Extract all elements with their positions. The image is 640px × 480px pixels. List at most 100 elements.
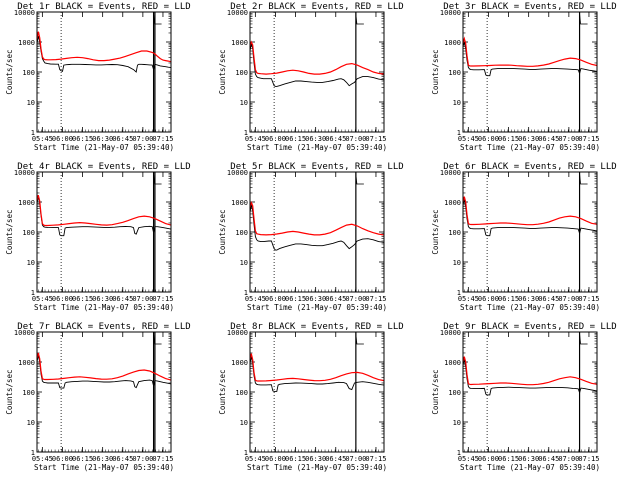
x-axis-label: Start Time (21-May-07 05:39:40)	[247, 303, 387, 312]
x-tick-label: 07:00	[345, 295, 366, 303]
plot-frame	[462, 11, 598, 133]
y-tick-label: 10	[453, 99, 461, 107]
x-tick-label: 06:30	[305, 295, 326, 303]
chart-title: Det 1r BLACK = Events, RED = LLD	[17, 2, 190, 12]
series-line-lld	[249, 353, 385, 382]
chart-panel-2: Det 2r BLACK = Events, RED = LLD 1 10 100 10…	[218, 2, 404, 152]
x-tick-label: 06:30	[92, 455, 113, 463]
y-tick-label: 100	[235, 389, 248, 397]
plot-frame	[462, 331, 598, 453]
x-tick-label: 05:45	[245, 135, 266, 143]
x-tick-label: 06:45	[325, 295, 346, 303]
series-line-events	[36, 196, 172, 237]
y-tick-label: 100	[22, 229, 35, 237]
y-axis-label: Counts/sec	[218, 369, 227, 414]
y-tick-label: 10000	[227, 169, 248, 177]
series-line-events	[249, 43, 385, 87]
x-tick-label: 06:45	[538, 135, 559, 143]
y-tick-label: 1000	[231, 199, 248, 207]
x-tick-label: 06:00	[478, 135, 499, 143]
chart-panel-7: Det 7r BLACK = Events, RED = LLD 1 10 100 10…	[5, 322, 191, 472]
marker-flag	[153, 13, 162, 25]
y-tick-label: 100	[22, 69, 35, 77]
x-tick-label: 06:00	[265, 295, 286, 303]
plot-frame	[36, 171, 172, 293]
chart-title: Det 5r BLACK = Events, RED = LLD	[230, 162, 403, 172]
x-tick-label: 06:30	[518, 295, 539, 303]
x-tick-label: 07:00	[345, 135, 366, 143]
x-tick-label: 06:00	[265, 135, 286, 143]
marker-flag	[153, 173, 162, 185]
y-tick-label: 10	[27, 419, 35, 427]
y-tick-label: 1000	[444, 359, 461, 367]
x-tick-label: 06:45	[538, 455, 559, 463]
x-tick-label: 06:15	[285, 455, 306, 463]
chart-title: Det 7r BLACK = Events, RED = LLD	[17, 322, 190, 332]
y-tick-label: 1	[457, 449, 461, 457]
x-tick-label: 06:30	[518, 135, 539, 143]
y-tick-label: 100	[448, 69, 461, 77]
series-line-events	[462, 199, 598, 237]
x-tick-label: 06:15	[498, 295, 519, 303]
y-tick-label: 1	[457, 289, 461, 297]
series-line-events	[36, 355, 172, 389]
y-tick-label: 10000	[14, 329, 35, 337]
x-axis-label: Start Time (21-May-07 05:39:40)	[34, 463, 174, 472]
series-line-lld	[462, 196, 598, 226]
y-tick-label: 1000	[18, 39, 35, 47]
y-tick-label: 10	[453, 419, 461, 427]
x-tick-label: 06:00	[478, 455, 499, 463]
series-line-lld	[36, 352, 172, 381]
x-tick-label: 07:15	[152, 295, 173, 303]
x-tick-label: 07:00	[345, 455, 366, 463]
chart-panel-9: Det 9r BLACK = Events, RED = LLD 1 10 100 10…	[431, 322, 617, 472]
plot-frame	[36, 11, 172, 133]
series-line-lld	[249, 40, 385, 75]
x-tick-label: 06:30	[305, 135, 326, 143]
x-tick-label: 05:45	[458, 455, 479, 463]
x-tick-label: 06:45	[112, 295, 133, 303]
x-axis-label: Start Time (21-May-07 05:39:40)	[460, 303, 600, 312]
y-tick-label: 1000	[231, 39, 248, 47]
chart-title: Det 2r BLACK = Events, RED = LLD	[230, 2, 403, 12]
y-axis-label: Counts/sec	[431, 369, 440, 414]
x-tick-label: 06:45	[538, 295, 559, 303]
x-axis-label: Start Time (21-May-07 05:39:40)	[34, 143, 174, 152]
y-tick-label: 1	[31, 289, 35, 297]
y-tick-label: 10000	[440, 169, 461, 177]
y-tick-label: 1	[31, 129, 35, 137]
y-tick-label: 1	[457, 129, 461, 137]
plot-frame	[462, 171, 598, 293]
series-line-lld	[462, 36, 598, 67]
y-axis-label: Counts/sec	[431, 209, 440, 254]
x-tick-label: 07:15	[365, 295, 386, 303]
y-axis-label: Counts/sec	[5, 209, 14, 254]
y-tick-label: 1	[244, 129, 248, 137]
chart-panel-8: Det 8r BLACK = Events, RED = LLD 1 10 100 10…	[218, 322, 404, 472]
y-tick-label: 100	[235, 69, 248, 77]
x-tick-label: 05:45	[32, 455, 53, 463]
x-tick-label: 06:45	[325, 455, 346, 463]
x-axis-label: Start Time (21-May-07 05:39:40)	[460, 463, 600, 472]
x-tick-label: 06:15	[498, 455, 519, 463]
x-tick-label: 06:15	[285, 295, 306, 303]
plot-frame	[36, 331, 172, 453]
x-tick-label: 06:45	[112, 135, 133, 143]
y-tick-label: 100	[22, 389, 35, 397]
x-tick-label: 06:30	[92, 295, 113, 303]
x-axis-label: Start Time (21-May-07 05:39:40)	[460, 143, 600, 152]
x-tick-label: 07:15	[578, 135, 599, 143]
y-tick-label: 1	[244, 449, 248, 457]
series-line-lld	[36, 31, 172, 63]
y-tick-label: 10000	[14, 9, 35, 17]
y-tick-label: 1000	[18, 199, 35, 207]
marker-flag	[355, 173, 364, 185]
series-line-events	[249, 356, 385, 392]
y-axis-label: Counts/sec	[431, 49, 440, 94]
y-tick-label: 1	[31, 449, 35, 457]
x-tick-label: 06:30	[92, 135, 113, 143]
marker-flag	[579, 13, 588, 25]
y-axis-label: Counts/sec	[218, 209, 227, 254]
y-tick-label: 10	[240, 419, 248, 427]
x-tick-label: 05:45	[458, 135, 479, 143]
